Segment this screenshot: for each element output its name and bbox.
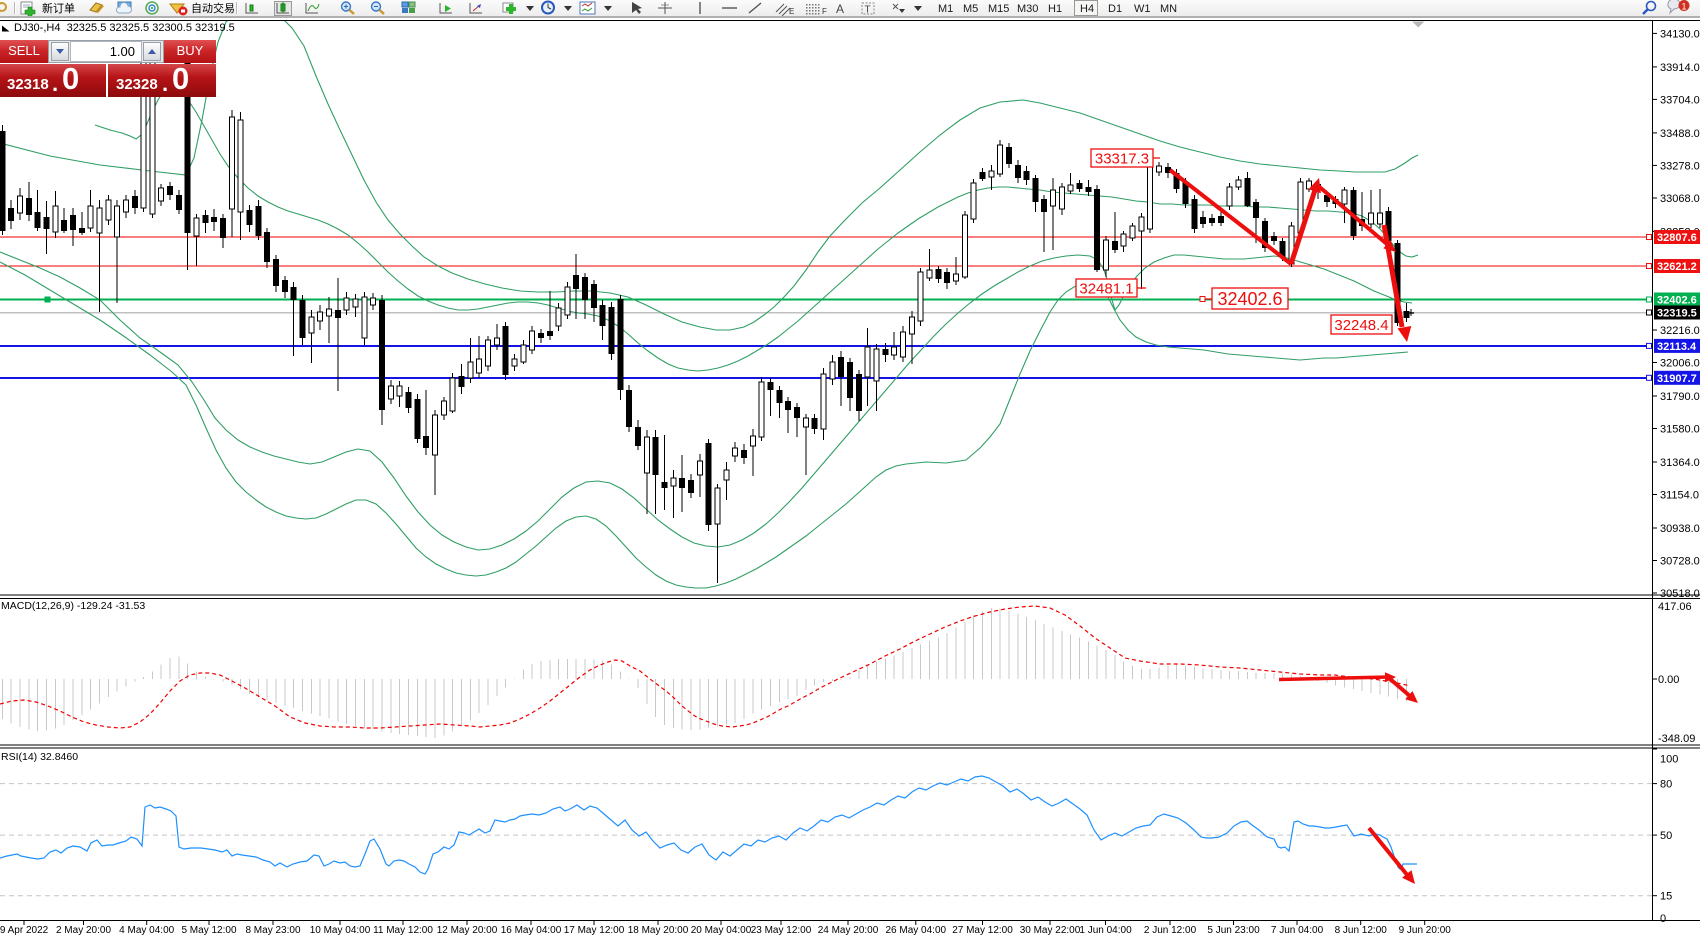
svg-text:31364.0: 31364.0 [1660,457,1700,469]
svg-text:-348.09: -348.09 [1658,733,1695,745]
svg-text:32248.4: 32248.4 [1334,317,1388,334]
svg-text:H4: H4 [1080,3,1094,15]
svg-text:M5: M5 [963,3,978,15]
svg-text:9 Jun 20:00: 9 Jun 20:00 [1399,925,1452,936]
svg-text:E: E [789,7,794,16]
svg-text:33914.0: 33914.0 [1660,62,1700,74]
svg-text:31580.0: 31580.0 [1660,424,1700,436]
svg-text:D1: D1 [1108,3,1122,15]
svg-text:32621.2: 32621.2 [1657,261,1697,273]
svg-text:23 May 12:00: 23 May 12:00 [751,925,812,936]
svg-text:100: 100 [1660,754,1678,766]
svg-text:0: 0 [1660,913,1666,925]
svg-text:32402.6: 32402.6 [1657,295,1697,307]
svg-text:5 May 12:00: 5 May 12:00 [181,925,236,936]
svg-text:1 Jun 04:00: 1 Jun 04:00 [1079,925,1132,936]
svg-text:W1: W1 [1134,3,1151,15]
svg-text:H1: H1 [1048,3,1062,15]
svg-text:11 May 12:00: 11 May 12:00 [373,925,433,936]
svg-text:8 Jun 12:00: 8 Jun 12:00 [1335,925,1388,936]
svg-text:9 Apr 2022: 9 Apr 2022 [0,925,49,936]
svg-text:20 May 04:00: 20 May 04:00 [691,925,752,936]
svg-text:33488.0: 33488.0 [1660,128,1700,140]
svg-text:12 May 20:00: 12 May 20:00 [437,925,498,936]
svg-text:34130.0: 34130.0 [1660,28,1700,40]
svg-text:M30: M30 [1017,3,1038,15]
svg-text:10 May 04:00: 10 May 04:00 [310,925,371,936]
svg-text:M1: M1 [938,3,953,15]
svg-text:33278.0: 33278.0 [1660,160,1700,172]
svg-text:33317.3: 33317.3 [1095,150,1149,167]
svg-text:DJ30-,H4 32325.5 32325.5 3230: DJ30-,H4 32325.5 32325.5 32300.5 32319.5 [14,22,235,34]
svg-text:30518.0: 30518.0 [1660,588,1700,600]
svg-text:31154.0: 31154.0 [1660,490,1699,502]
svg-text:自动交易: 自动交易 [191,1,235,15]
svg-text:17 May 12:00: 17 May 12:00 [564,925,625,936]
svg-text:RSI(14) 32.8460: RSI(14) 32.8460 [1,751,78,763]
svg-text:32402.6: 32402.6 [1217,289,1282,309]
svg-text:32319.5: 32319.5 [1657,308,1697,320]
svg-text:F: F [822,7,827,16]
svg-text:30728.0: 30728.0 [1660,556,1700,568]
svg-text:8 May 23:00: 8 May 23:00 [245,925,300,936]
svg-text:30 May 22:00: 30 May 22:00 [1020,925,1081,936]
svg-text:417.06: 417.06 [1658,601,1692,613]
svg-text:31907.7: 31907.7 [1657,373,1697,385]
svg-text:M15: M15 [988,3,1009,15]
svg-text:31790.0: 31790.0 [1660,391,1700,403]
svg-text:32216.0: 32216.0 [1660,325,1700,337]
svg-text:33704.0: 33704.0 [1660,94,1700,106]
svg-text:24 May 20:00: 24 May 20:00 [818,925,879,936]
svg-text:30938.0: 30938.0 [1660,523,1700,535]
svg-text:18 May 20:00: 18 May 20:00 [628,925,689,936]
svg-text:5 Jun 23:00: 5 Jun 23:00 [1207,925,1260,936]
svg-text:32006.0: 32006.0 [1660,358,1700,370]
svg-text:2 May 20:00: 2 May 20:00 [56,925,111,936]
svg-text:T: T [865,5,871,16]
svg-text:32481.1: 32481.1 [1079,280,1133,297]
svg-text:16 May 04:00: 16 May 04:00 [501,925,562,936]
svg-text:33068.0: 33068.0 [1660,193,1700,205]
svg-text:32113.4: 32113.4 [1657,341,1697,353]
svg-text:27 May 12:00: 27 May 12:00 [952,925,1013,936]
svg-text:4 May 04:00: 4 May 04:00 [119,925,174,936]
svg-text:MACD(12,26,9) -129.24 -31.53: MACD(12,26,9) -129.24 -31.53 [1,600,145,612]
svg-text:32807.6: 32807.6 [1657,232,1697,244]
svg-text:0.00: 0.00 [1658,674,1679,686]
svg-text:MN: MN [1160,3,1177,15]
svg-text:2 Jun 12:00: 2 Jun 12:00 [1144,925,1197,936]
svg-text:7 Jun 04:00: 7 Jun 04:00 [1271,925,1324,936]
svg-text:50: 50 [1660,830,1672,842]
svg-text:新订单: 新订单 [42,1,75,15]
svg-text:80: 80 [1660,779,1672,791]
svg-text:26 May 04:00: 26 May 04:00 [885,925,946,936]
svg-text:15: 15 [1660,891,1672,903]
svg-text:1: 1 [1682,2,1687,12]
svg-text:A: A [836,2,844,16]
